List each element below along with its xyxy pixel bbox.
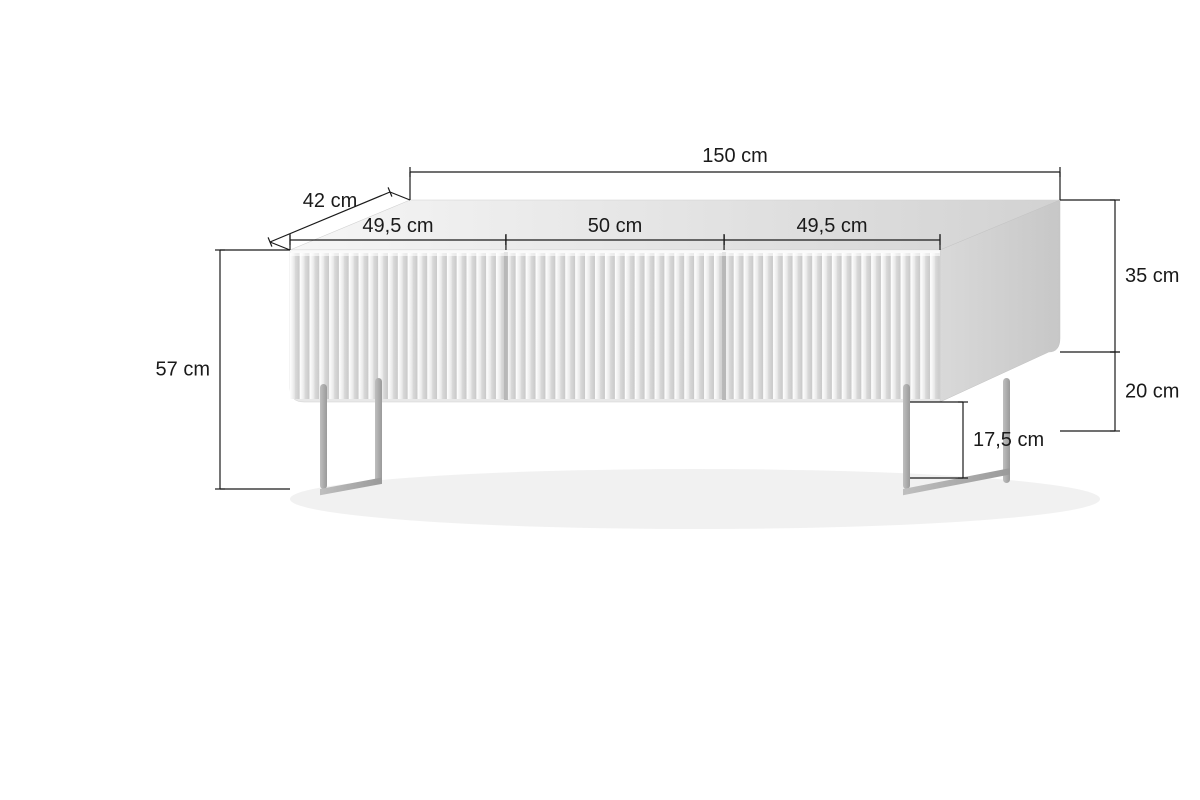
flute: [744, 253, 754, 399]
flute: [300, 253, 310, 399]
flute: [684, 253, 694, 399]
flute: [398, 253, 408, 399]
flute: [526, 253, 536, 399]
flute: [310, 253, 320, 399]
flute: [369, 253, 379, 399]
flute: [861, 253, 871, 399]
flute: [911, 253, 921, 399]
flute: [842, 253, 852, 399]
flute: [339, 253, 349, 399]
svg-text:17,5 cm: 17,5 cm: [973, 429, 1044, 451]
flute: [595, 253, 605, 399]
flute: [605, 253, 615, 399]
flute: [635, 253, 645, 399]
flute: [319, 253, 329, 399]
dim-leg-inner: 17,5 cm: [958, 402, 1044, 478]
flute: [349, 253, 359, 399]
flute: [822, 253, 832, 399]
flute: [575, 253, 585, 399]
flute: [704, 253, 714, 399]
ext: [390, 192, 410, 200]
flute: [773, 253, 783, 399]
flute: [447, 253, 457, 399]
svg-text:57 cm: 57 cm: [156, 359, 210, 381]
flute: [418, 253, 428, 399]
dim-total-height: 57 cm: [156, 250, 225, 489]
flute: [734, 253, 744, 399]
svg-text:35 cm: 35 cm: [1125, 265, 1179, 287]
svg-text:20 cm: 20 cm: [1125, 381, 1179, 403]
flute: [891, 253, 901, 399]
flute: [852, 253, 862, 399]
flute: [665, 253, 675, 399]
flute: [803, 253, 813, 399]
flute: [783, 253, 793, 399]
flute: [754, 253, 764, 399]
front-highlight: [290, 250, 940, 256]
flute: [378, 253, 388, 399]
svg-text:150 cm: 150 cm: [702, 145, 768, 167]
svg-text:49,5 cm: 49,5 cm: [796, 215, 867, 237]
flute: [694, 253, 704, 399]
flute: [901, 253, 911, 399]
flute: [763, 253, 773, 399]
flute: [930, 253, 940, 399]
flute: [476, 253, 486, 399]
flute: [793, 253, 803, 399]
flute: [427, 253, 437, 399]
flute: [832, 253, 842, 399]
dim-body-height: 35 cm: [1110, 200, 1179, 352]
flute: [625, 253, 635, 399]
flute: [556, 253, 566, 399]
flute: [615, 253, 625, 399]
dim-width: 150 cm: [410, 145, 1060, 200]
flute: [585, 253, 595, 399]
flute: [812, 253, 822, 399]
flute: [408, 253, 418, 399]
flute: [920, 253, 930, 399]
flute: [359, 253, 369, 399]
flute: [516, 253, 526, 399]
flute: [486, 253, 496, 399]
flute: [881, 253, 891, 399]
flute: [536, 253, 546, 399]
flute: [655, 253, 665, 399]
flute: [388, 253, 398, 399]
flute: [871, 253, 881, 399]
ext: [270, 242, 290, 250]
flute: [457, 253, 467, 399]
door-seam: [504, 252, 508, 400]
flute: [467, 253, 477, 399]
flute: [329, 253, 339, 399]
dim-leg-height: 20 cm: [1110, 352, 1179, 431]
svg-text:50 cm: 50 cm: [588, 215, 642, 237]
flute: [565, 253, 575, 399]
flute: [645, 253, 655, 399]
flute: [437, 253, 447, 399]
svg-text:42 cm: 42 cm: [303, 190, 357, 212]
flute: [546, 253, 556, 399]
door-seam: [722, 252, 726, 400]
flute: [290, 253, 300, 399]
flute: [674, 253, 684, 399]
svg-text:49,5 cm: 49,5 cm: [362, 215, 433, 237]
